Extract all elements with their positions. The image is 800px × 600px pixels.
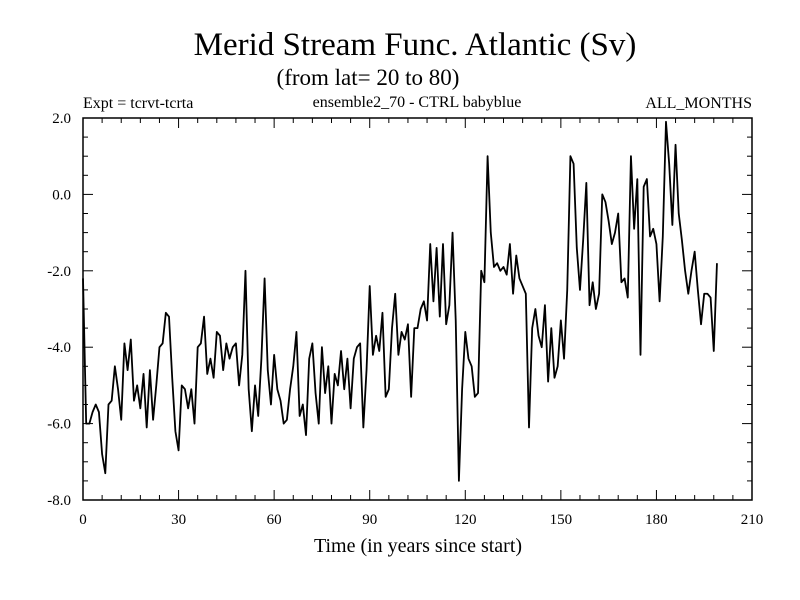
y-tick-label: 2.0 xyxy=(52,111,71,127)
y-tick-label: -2.0 xyxy=(47,264,71,280)
y-tick-label: -6.0 xyxy=(47,417,71,433)
plot-frame xyxy=(82,117,753,501)
x-tick-label: 120 xyxy=(454,512,477,528)
x-tick-label: 30 xyxy=(171,512,186,528)
x-axis-label: Time (in years since start) xyxy=(314,535,522,557)
x-tick-label: 210 xyxy=(741,512,764,528)
x-tick-label: 90 xyxy=(362,512,377,528)
chart-title: Merid Stream Func. Atlantic (Sv) xyxy=(194,27,637,63)
y-tick-label: 0.0 xyxy=(52,187,71,203)
x-tick-label: 60 xyxy=(267,512,282,528)
x-tick-label: 0 xyxy=(79,512,87,528)
annotation-center: ensemble2_70 - CTRL babyblue xyxy=(313,94,522,111)
annotation-right: ALL_MONTHS xyxy=(645,95,752,112)
series-line xyxy=(82,120,718,482)
plot-area: 0 30 60 90 120 150 180 210 -8.0 -6.0 -4.0 -2.0 0.0 2.… xyxy=(47,111,763,528)
chart-subtitle: (from lat= 20 to 80) xyxy=(277,65,460,90)
y-tick-label: -4.0 xyxy=(47,340,71,356)
y-tick-label: -8.0 xyxy=(47,493,71,509)
x-tick-label: 180 xyxy=(645,512,668,528)
annotation-left: Expt = tcrvt-tcrta xyxy=(83,95,193,112)
x-tick-label: 150 xyxy=(550,512,573,528)
